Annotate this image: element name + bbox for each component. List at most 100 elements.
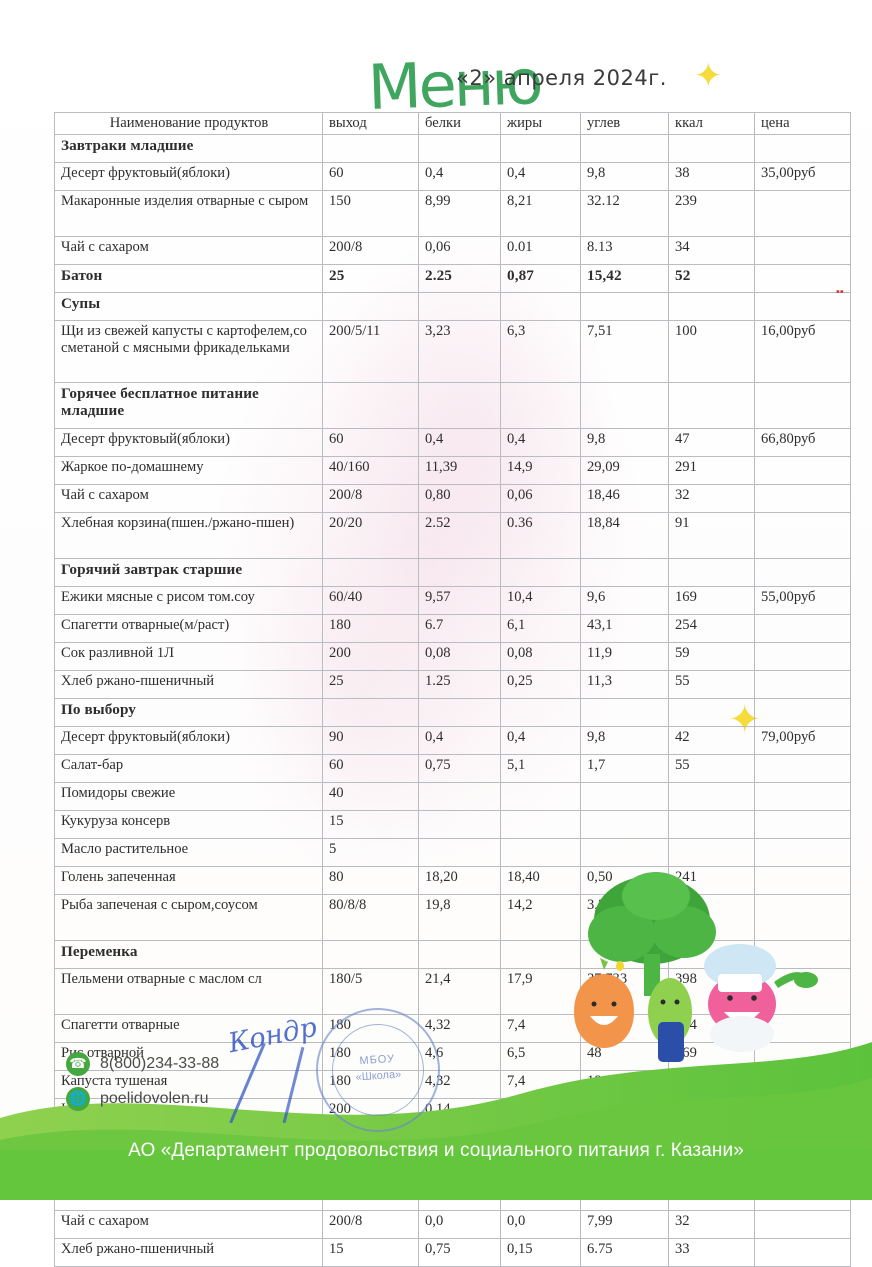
cell-carbs (580, 698, 669, 728)
table-section-row: Завтраки младшие (54, 134, 851, 164)
cell-price: 66,80руб (754, 428, 851, 458)
cell-product-name: Хлеб ржано-пшеничный (54, 670, 323, 700)
cell-product-name: Рыба запеченая с сыром,соусом (54, 894, 323, 942)
cell-price (754, 236, 851, 266)
cell-product-name: Чай с сахаром (54, 236, 323, 266)
cell-carbs: 18,46 (580, 484, 669, 514)
cell-price (754, 484, 851, 514)
contact-website[interactable]: poelidovolen.ru (100, 1090, 209, 1107)
cell-kcal (668, 698, 755, 728)
menu-table-head: Наименование продуктов выход белки жиры … (54, 111, 851, 136)
phone-icon: ☎ (66, 1052, 90, 1076)
cell-output (322, 292, 419, 322)
cell-kcal: 33 (668, 1238, 755, 1267)
cell-output: 200/8 (322, 236, 419, 266)
cell-fat (500, 292, 581, 322)
cell-kcal: 38 (668, 162, 755, 192)
cell-carbs: 8.13 (580, 236, 669, 266)
cell-protein: 8,99 (418, 190, 501, 238)
cell-price (754, 642, 851, 672)
onion-mascot-icon (574, 958, 634, 1048)
cell-output: 150 (322, 190, 419, 238)
cell-kcal: 47 (668, 428, 755, 458)
cell-kcal: 32 (668, 1210, 755, 1240)
cell-price: 16,00руб (754, 320, 851, 384)
cell-fat: 0,87 (500, 264, 581, 294)
cell-protein: 2.25 (418, 264, 501, 294)
cell-carbs: 9,8 (580, 726, 669, 756)
table-section-row: Супы (54, 292, 851, 322)
cell-protein (418, 810, 501, 840)
table-section-row: Горячее бесплатное питание младшие (54, 382, 851, 430)
cell-output: 200 (322, 642, 419, 672)
cell-product-name: Сок разливной 1Л (54, 642, 323, 672)
column-header-kcal: ккал (668, 111, 755, 136)
cell-fat: 0,4 (500, 428, 581, 458)
cell-kcal: 291 (668, 456, 755, 486)
cell-output: 60 (322, 428, 419, 458)
cell-price (754, 382, 851, 430)
cell-kcal: 34 (668, 236, 755, 266)
cell-fat: 14,9 (500, 456, 581, 486)
table-section-row: По выбору (54, 698, 851, 728)
cell-carbs: 32.12 (580, 190, 669, 238)
cell-output (322, 382, 419, 430)
cell-output: 60 (322, 754, 419, 784)
cell-output: 60/40 (322, 586, 419, 616)
cell-product-name: Щи из свежей капусты с картофелем,со сме… (54, 320, 323, 384)
cell-fat: 10,4 (500, 586, 581, 616)
table-row: Чай с сахаром 200/8 0,80 0,06 18,46 32 (54, 484, 851, 514)
cell-fat: 0,4 (500, 162, 581, 192)
cell-output: 60 (322, 162, 419, 192)
cell-price (754, 558, 851, 588)
cell-price (754, 512, 851, 560)
cell-carbs: 9,8 (580, 428, 669, 458)
footer-banner-text: АО «Департамент продовольствия и социаль… (128, 1140, 744, 1161)
cell-fat (500, 382, 581, 430)
cell-protein: 0,06 (418, 236, 501, 266)
cell-carbs (580, 134, 669, 164)
cell-protein (418, 382, 501, 430)
cell-product-name: Чай с сахаром (54, 484, 323, 514)
cell-protein: 19,8 (418, 894, 501, 942)
cell-output (322, 698, 419, 728)
cell-kcal: 100 (668, 320, 755, 384)
cell-output: 25 (322, 264, 419, 294)
cell-output: 40 (322, 782, 419, 812)
cell-protein: 21,4 (418, 968, 501, 1016)
cell-output: 15 (322, 810, 419, 840)
cell-carbs: 18,84 (580, 512, 669, 560)
cell-fat (500, 810, 581, 840)
cell-fat: 0,08 (500, 642, 581, 672)
sparkle-star-icon (616, 961, 624, 971)
cell-price (754, 1210, 851, 1240)
cell-output: 200/8 (322, 484, 419, 514)
cell-price (754, 754, 851, 784)
table-row: Чай с сахаром 200/8 0,06 0.01 8.13 34 (54, 236, 851, 266)
cell-product-name: Помидоры свежие (54, 782, 323, 812)
cell-fat: 6,1 (500, 614, 581, 644)
contact-phone[interactable]: 8(800)234-33-88 (100, 1055, 220, 1072)
cell-price (754, 670, 851, 700)
cell-fat: 0,0 (500, 1210, 581, 1240)
table-row: Спагетти отварные(м/раст) 180 6.7 6,1 43,1 25… (54, 614, 851, 644)
table-header-row: Наименование продуктов выход белки жиры … (54, 111, 851, 136)
cell-product-name: Чай с сахаром (54, 1210, 323, 1240)
cell-output: 180 (322, 614, 419, 644)
cell-product-name: Пельмени отварные с маслом сл (54, 968, 323, 1016)
cell-carbs (580, 782, 669, 812)
cell-protein (418, 558, 501, 588)
cell-output: 200/8 (322, 1210, 419, 1240)
table-row: Кукуруза консерв 15 (54, 810, 851, 840)
cell-fat: 0,06 (500, 484, 581, 514)
cell-product-name: Завтраки младшие (54, 134, 323, 164)
cell-kcal (668, 558, 755, 588)
cell-output: 200/5/11 (322, 320, 419, 384)
cell-output: 5 (322, 838, 419, 868)
cell-carbs: 43,1 (580, 614, 669, 644)
cell-carbs (580, 382, 669, 430)
table-row: Помидоры свежие 40 (54, 782, 851, 812)
cell-kcal (668, 782, 755, 812)
cell-output: 80/8/8 (322, 894, 419, 942)
cell-price (754, 134, 851, 164)
